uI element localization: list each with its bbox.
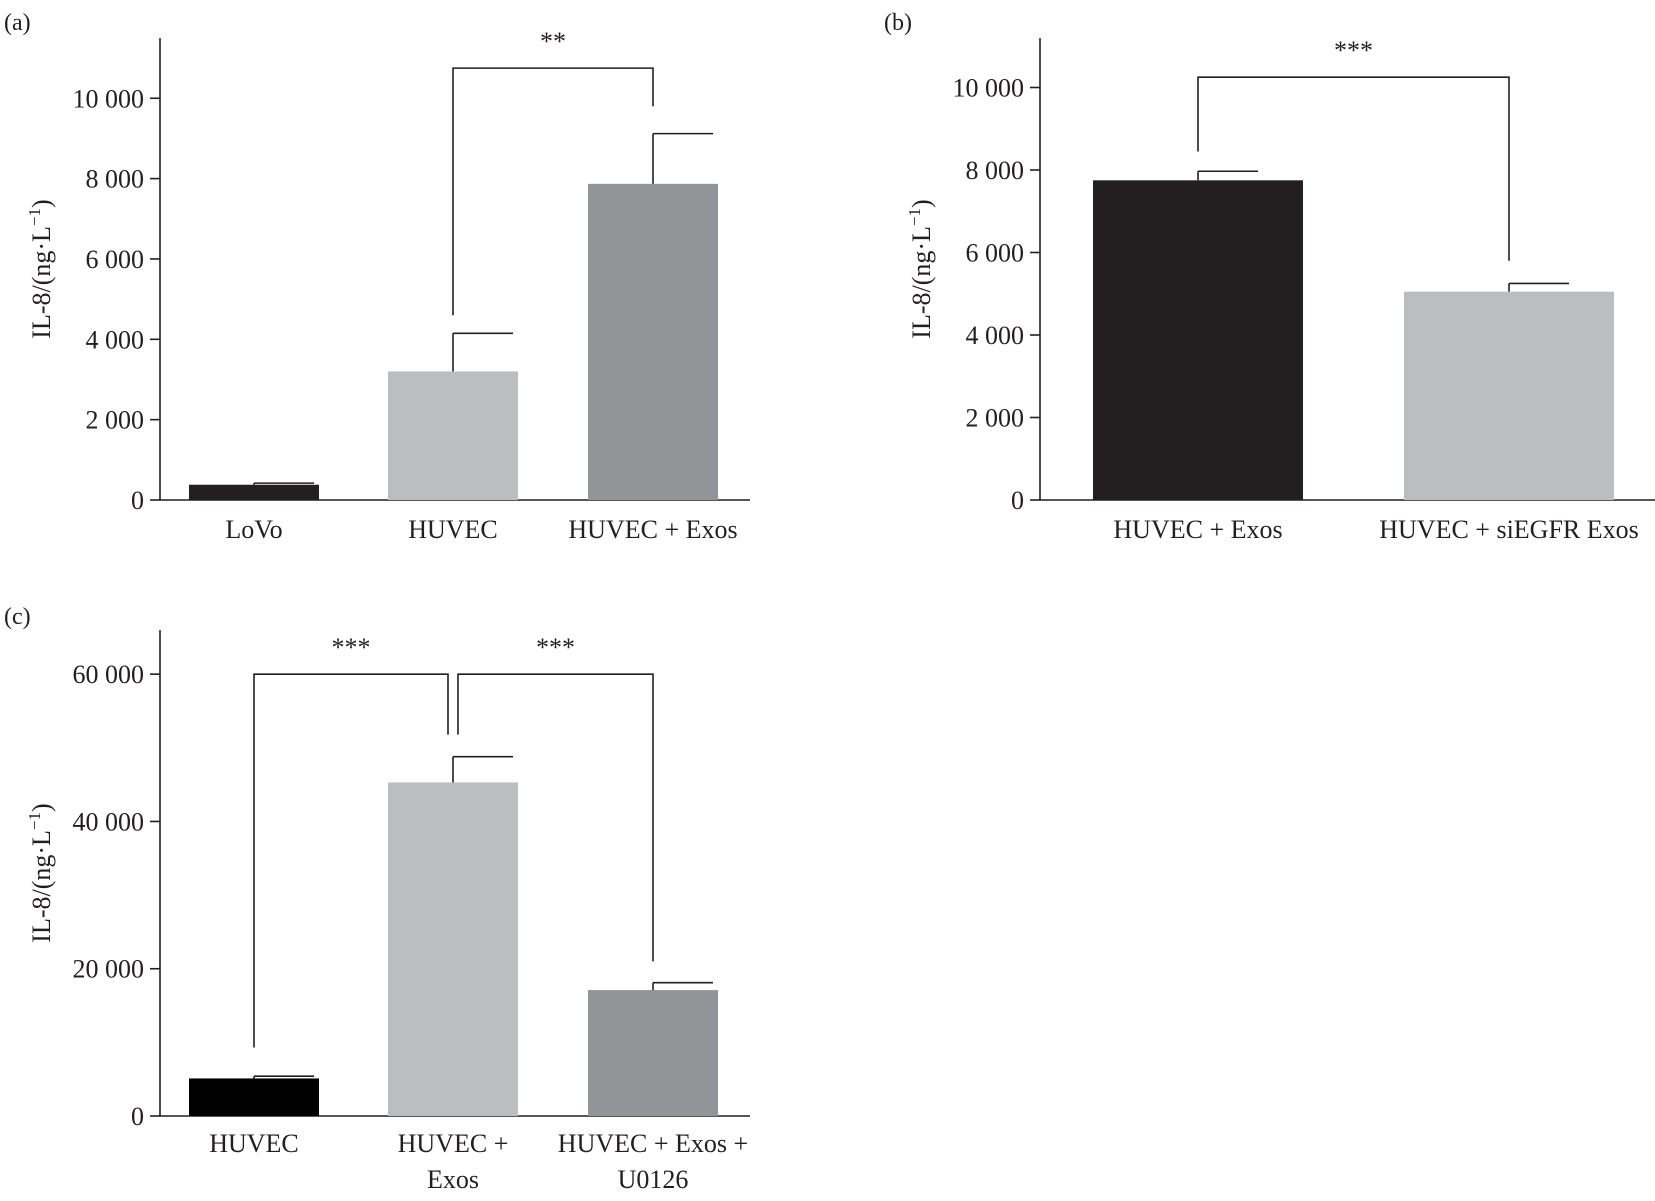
- y-tick-label: 2 000: [966, 404, 1025, 433]
- y-tick-label: 40 000: [73, 807, 145, 836]
- y-tick-label: 20 000: [73, 955, 145, 984]
- y-tick-label: 4 000: [86, 325, 145, 354]
- x-tick-label: Exos: [427, 1165, 479, 1194]
- x-tick-label: LoVo: [225, 515, 282, 544]
- y-tick-label: 60 000: [73, 660, 145, 689]
- y-tick-label: 6 000: [86, 245, 145, 274]
- bar: [1093, 180, 1303, 500]
- significance-label: ***: [1334, 36, 1373, 65]
- bar: [588, 990, 718, 1116]
- significance-label: **: [540, 27, 566, 56]
- y-axis-label: IL-8/(ng·L−1): [905, 199, 936, 338]
- bar: [189, 484, 319, 500]
- y-tick-label: 10 000: [953, 74, 1025, 103]
- y-tick-label: 0: [1011, 486, 1024, 515]
- y-tick-label: 10 000: [73, 84, 145, 113]
- x-tick-label: HUVEC: [408, 515, 498, 544]
- panel-label: (b): [884, 10, 912, 36]
- y-tick-label: 6 000: [966, 239, 1025, 268]
- bar: [588, 183, 718, 500]
- x-tick-label: HUVEC + Exos: [568, 515, 737, 544]
- y-axis-label: IL-8/(ng·L−1): [25, 199, 56, 338]
- significance-bracket: [253, 673, 449, 1048]
- y-tick-label: 2 000: [86, 406, 145, 435]
- panel-label: (c): [4, 604, 31, 630]
- significance-label: ***: [332, 633, 371, 662]
- bar: [189, 1078, 319, 1116]
- x-tick-label: HUVEC + siEGFR Exos: [1379, 515, 1639, 544]
- y-tick-label: 8 000: [966, 156, 1025, 185]
- x-tick-label: HUVEC + Exos +: [558, 1129, 748, 1158]
- x-tick-label: HUVEC +: [398, 1129, 509, 1158]
- chart-panel-1: (a) 0 2 000 4 000 6 000 8 000 10 000 IL-8/(ng·L…: [4, 10, 750, 544]
- y-tick-label: 0: [131, 486, 144, 515]
- x-tick-label: HUVEC + Exos: [1113, 515, 1282, 544]
- chart-panel-2: (b) 0 2 000 4 000 6 000 8 000 10 000 IL-8/(ng·L…: [884, 10, 1655, 544]
- significance-bracket: [1197, 76, 1510, 261]
- significance-bracket: [457, 673, 654, 962]
- significance-label: ***: [536, 633, 575, 662]
- x-tick-label: HUVEC: [209, 1129, 299, 1158]
- y-tick-label: 0: [131, 1102, 144, 1131]
- bar: [1404, 291, 1614, 500]
- y-tick-label: 4 000: [966, 321, 1025, 350]
- chart-panel-3: (c) 0 20 000 40 000 60 000 IL-8/(ng·L−1) HUVEC…: [4, 604, 750, 1194]
- bar: [388, 371, 518, 500]
- bar: [388, 782, 518, 1116]
- panel-label: (a): [4, 10, 31, 36]
- y-axis-label: IL-8/(ng·L−1): [25, 803, 56, 942]
- x-tick-label: U0126: [618, 1165, 689, 1194]
- significance-bracket: [452, 67, 654, 316]
- y-tick-label: 8 000: [86, 165, 145, 194]
